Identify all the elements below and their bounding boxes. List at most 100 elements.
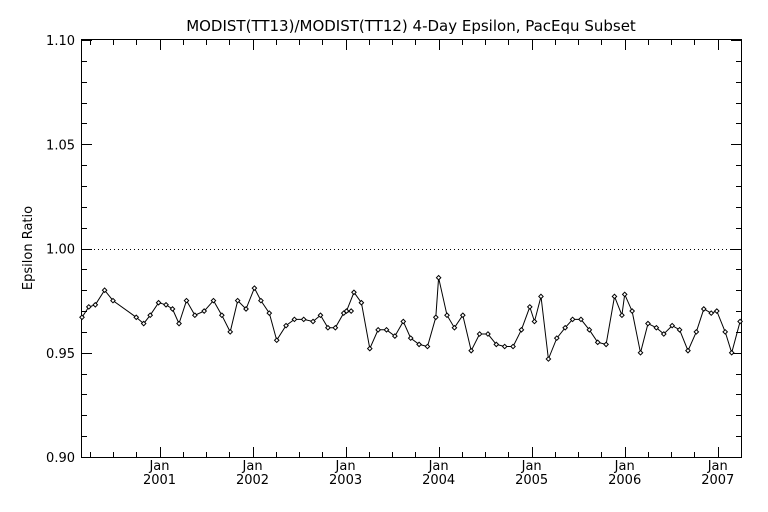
data-point: [218, 312, 225, 319]
data-point: [343, 308, 350, 314]
data-point: [210, 297, 217, 304]
chart-title: MODIST(TT13)/MODIST(TT12) 4-Day Epsilon,…: [186, 17, 636, 35]
data-point: [227, 328, 234, 335]
data-point: [501, 343, 508, 350]
x-tick-year-label: 2001: [143, 473, 176, 488]
data-point: [645, 320, 651, 327]
data-point: [79, 314, 85, 321]
data-point: [400, 318, 407, 325]
x-tick-month-label: Jan: [242, 459, 263, 474]
x-tick-month-label: Jan: [148, 459, 169, 474]
data-point: [375, 326, 382, 333]
data-point: [476, 331, 483, 337]
x-tick-year-label: 2007: [701, 473, 734, 488]
data-point: [176, 320, 182, 327]
data-point: [351, 289, 357, 296]
x-tick-year-label: 2006: [608, 473, 641, 488]
data-point: [708, 310, 715, 317]
x-tick-year-label: 2004: [422, 473, 455, 488]
data-point: [660, 331, 667, 337]
axis-ticks: [82, 40, 742, 458]
data-point: [234, 297, 241, 304]
data-point: [324, 324, 331, 331]
data-point: [722, 328, 729, 335]
x-tick-month-label: Jan: [428, 459, 449, 474]
data-point: [569, 316, 576, 323]
data-point: [101, 287, 108, 294]
data-point: [451, 324, 458, 331]
data-point: [147, 312, 154, 319]
data-point: [621, 291, 628, 298]
series-line: [81, 277, 741, 360]
x-tick-month-label: Jan: [521, 459, 542, 474]
data-point: [700, 306, 707, 312]
data-point: [266, 310, 273, 317]
data-point: [737, 318, 743, 325]
data-point: [258, 297, 264, 304]
data-point: [366, 345, 373, 352]
data-point: [169, 306, 176, 312]
data-point: [273, 337, 280, 344]
data-point: [653, 324, 660, 331]
data-point: [629, 308, 636, 314]
data-point: [637, 349, 644, 356]
y-axis-label: Epsilon Ratio: [21, 206, 36, 290]
data-point: [407, 335, 414, 342]
data-point: [444, 312, 450, 319]
data-point: [676, 326, 683, 333]
data-point: [391, 333, 398, 339]
data-point: [545, 356, 552, 362]
x-tick-month-label: Jan: [335, 459, 356, 474]
data-point: [348, 308, 355, 314]
data-point: [669, 322, 676, 329]
data-point: [251, 285, 258, 292]
data-point: [110, 297, 116, 304]
data-point: [531, 318, 538, 325]
x-tick-year-label: 2002: [236, 473, 269, 488]
data-point: [526, 303, 533, 310]
y-tick-label: 1.10: [46, 34, 75, 49]
y-tick-label: 0.95: [46, 347, 75, 362]
data-point: [317, 312, 324, 319]
data-point: [619, 312, 625, 319]
data-point: [140, 320, 147, 327]
data-point: [611, 293, 618, 300]
data-point: [283, 322, 289, 329]
data-point: [291, 316, 298, 323]
data-point: [358, 299, 365, 306]
tick-labels: 0.900.951.001.051.10Jan2001Jan2002Jan200…: [46, 34, 734, 488]
y-tick-label: 1.05: [46, 138, 75, 153]
x-tick-year-label: 2005: [515, 473, 548, 488]
data-point: [518, 326, 525, 333]
data-point: [416, 341, 422, 348]
data-point: [728, 349, 735, 356]
data-point: [432, 314, 439, 321]
data-point: [300, 316, 307, 323]
data-point: [603, 341, 609, 348]
plot-frame: [81, 39, 742, 458]
data-point: [435, 274, 442, 281]
data-point: [163, 301, 169, 308]
x-tick-year-label: 2003: [329, 473, 362, 488]
data-point: [85, 303, 92, 310]
data-point: [538, 293, 544, 300]
data-point: [310, 318, 316, 325]
data-point: [332, 324, 339, 331]
data-point: [685, 347, 691, 354]
data-point: [424, 343, 431, 350]
data-point: [191, 312, 198, 319]
data-point: [594, 339, 601, 346]
data-point: [155, 299, 162, 306]
data-point: [713, 308, 720, 314]
data-point: [383, 326, 390, 333]
data-point: [562, 324, 569, 331]
y-tick-label: 1.00: [46, 243, 75, 258]
data-point: [243, 306, 249, 312]
x-tick-month-label: Jan: [707, 459, 728, 474]
data-point: [92, 301, 99, 308]
data-point: [468, 347, 475, 354]
data-point: [201, 308, 208, 314]
data-point: [459, 312, 466, 319]
data-point: [510, 343, 516, 350]
